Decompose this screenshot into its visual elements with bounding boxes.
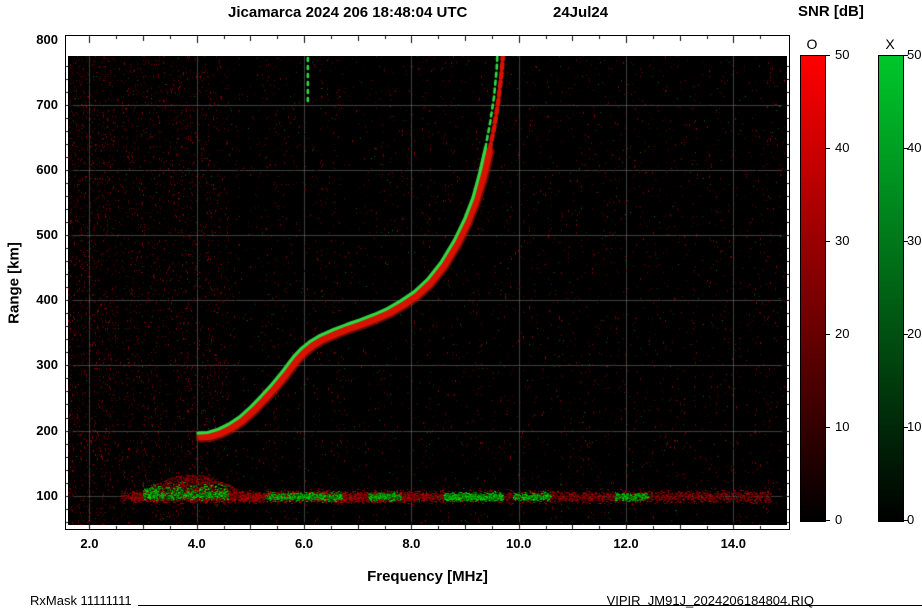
- x-axis-label: Frequency [MHz]: [367, 568, 488, 585]
- colorbar-title: SNR [dB]: [798, 3, 864, 20]
- o-colorbar: [800, 55, 826, 522]
- x-tick-label: 2.0: [80, 536, 99, 551]
- y-tick-label: 400: [36, 292, 58, 308]
- plot-date: 24Jul24: [553, 4, 609, 21]
- x-tick-label: 4.0: [187, 536, 206, 551]
- x-colorbar-tick-label: 10: [907, 419, 922, 434]
- x-colorbar-tick-label: 50: [907, 47, 922, 62]
- y-tick-label: 800: [36, 31, 58, 47]
- x-colorbar-tick-label: 30: [907, 233, 922, 248]
- o-colorbar-tick-mark: [826, 334, 830, 335]
- x-colorbar-label: X: [885, 36, 895, 52]
- o-colorbar-tick-label: 40: [835, 140, 850, 155]
- o-colorbar-tick-mark: [826, 427, 830, 428]
- x-tick-label: 10.0: [506, 536, 532, 551]
- o-colorbar-tick-mark: [826, 55, 830, 56]
- o-colorbar-tick-label: 20: [835, 326, 850, 341]
- x-colorbar-tick-mark: [904, 427, 908, 428]
- ionogram-canvas: [68, 56, 787, 525]
- o-colorbar-tick-label: 0: [835, 512, 843, 527]
- x-colorbar: [878, 55, 904, 522]
- x-tick-label: 8.0: [402, 536, 421, 551]
- x-colorbar-tick-mark: [904, 148, 908, 149]
- x-colorbar-tick-label: 40: [907, 140, 922, 155]
- y-tick-label: 200: [36, 422, 58, 438]
- footer-separator-line: [138, 605, 922, 606]
- o-colorbar-tick-mark: [826, 148, 830, 149]
- y-tick-label: 300: [36, 357, 58, 373]
- o-colorbar-label: O: [806, 36, 818, 52]
- x-colorbar-tick-mark: [904, 520, 908, 521]
- x-colorbar-tick-mark: [904, 241, 908, 242]
- x-tick-label: 14.0: [720, 536, 746, 551]
- rxmask-text: RxMask 11111111: [30, 593, 132, 608]
- y-tick-label: 500: [36, 227, 58, 243]
- x-colorbar-tick-mark: [904, 334, 908, 335]
- data-file-text: VIPIR JM91J_2024206184804.RIQ: [606, 593, 814, 608]
- x-tick-label: 12.0: [613, 536, 639, 551]
- plot-title: Jicamarca 2024 206 18:48:04 UTC: [228, 4, 468, 21]
- y-tick-label: 600: [36, 161, 58, 177]
- x-tick-label: 6.0: [295, 536, 314, 551]
- o-colorbar-tick-label: 50: [835, 47, 850, 62]
- o-colorbar-tick-label: 30: [835, 233, 850, 248]
- x-colorbar-tick-label: 0: [907, 512, 915, 527]
- o-colorbar-tick-mark: [826, 241, 830, 242]
- y-tick-label: 700: [36, 96, 58, 112]
- o-colorbar-tick-label: 10: [835, 419, 850, 434]
- y-tick-label: 100: [36, 487, 58, 503]
- o-colorbar-tick-mark: [826, 520, 830, 521]
- y-axis-label: Range [km]: [5, 242, 23, 324]
- x-colorbar-tick-mark: [904, 55, 908, 56]
- x-colorbar-tick-label: 20: [907, 326, 922, 341]
